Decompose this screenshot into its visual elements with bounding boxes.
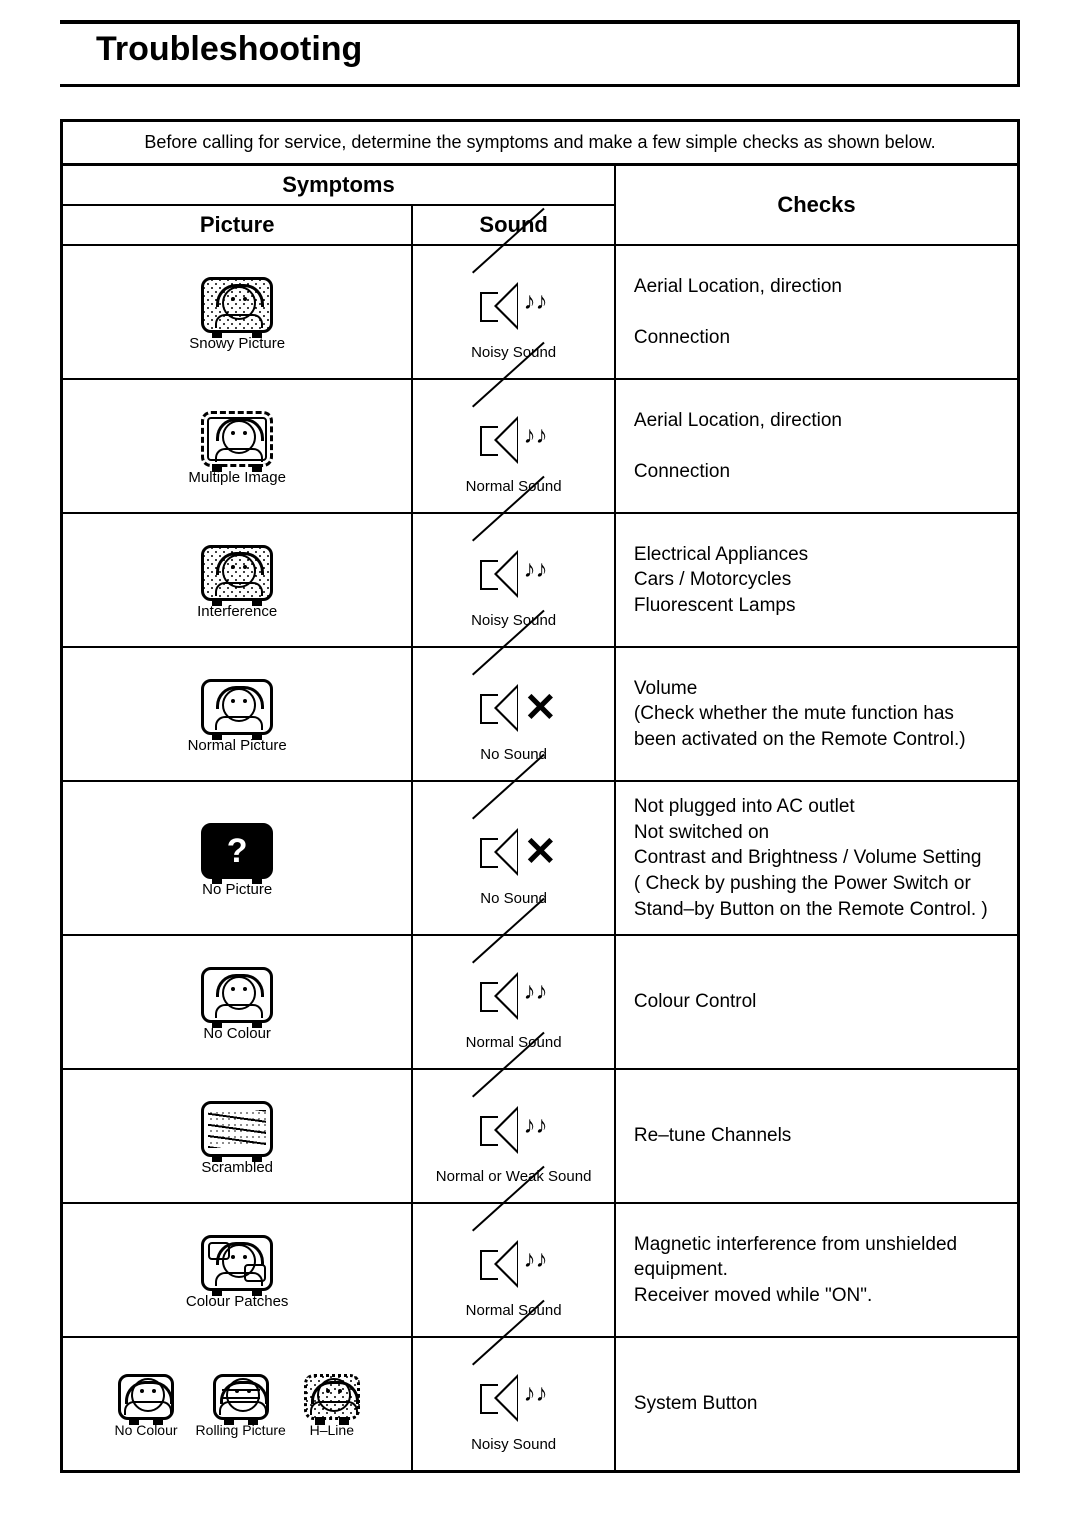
checks-cell: Magnetic interference from unshielded eq… — [615, 1203, 1019, 1337]
sound-cell: ✕ No Sound — [412, 647, 615, 781]
tv-icon — [201, 1235, 273, 1291]
sound-caption: Normal Sound — [417, 1034, 610, 1051]
speaker-icon: ✕ — [454, 670, 574, 744]
tv-icon — [201, 545, 273, 601]
checks-cell: Not plugged into AC outletNot switched o… — [615, 781, 1019, 935]
sound-caption: Normal Sound — [417, 1302, 610, 1319]
page-title: Troubleshooting — [96, 30, 1017, 69]
sound-cell: ♪♪ Normal or Weak Sound — [412, 1069, 615, 1203]
title-box: Troubleshooting — [60, 20, 1020, 87]
mini-picture: Rolling Picture — [196, 1374, 286, 1438]
table-row: Multiple Image ♪♪ Normal SoundAerial Loc… — [62, 379, 1019, 513]
checks-cell: System Button — [615, 1337, 1019, 1472]
checks-cell: Aerial Location, directionConnection — [615, 245, 1019, 379]
table-row: Colour Patches ♪♪ Normal SoundMagnetic i… — [62, 1203, 1019, 1337]
table-row: Normal Picture ✕ No SoundVolume(Check wh… — [62, 647, 1019, 781]
picture-cell: Multiple Image — [62, 379, 413, 513]
picture-caption: H–Line — [304, 1422, 360, 1438]
picture-cell: Interference — [62, 513, 413, 647]
sound-caption: Noisy Sound — [417, 344, 610, 361]
picture-caption: No Picture — [67, 881, 407, 898]
table-row: Scrambled ♪♪ Normal or Weak SoundRe–tune… — [62, 1069, 1019, 1203]
sound-cell: ♪♪ Noisy Sound — [412, 245, 615, 379]
music-notes-icon: ♪♪ — [524, 980, 548, 1004]
table-row: No Colour Rolling Picture — [62, 1337, 1019, 1472]
tv-icon: ? — [201, 823, 273, 879]
sound-cell: ♪♪ Noisy Sound — [412, 513, 615, 647]
picture-caption: No Colour — [115, 1422, 178, 1438]
checks-cell: Electrical AppliancesCars / MotorcyclesF… — [615, 513, 1019, 647]
music-notes-icon: ♪♪ — [524, 290, 548, 314]
table-row: Interference ♪♪ Noisy SoundElectrical Ap… — [62, 513, 1019, 647]
tv-icon — [201, 1101, 273, 1157]
tv-icon — [201, 679, 273, 735]
picture-cell: Snowy Picture — [62, 245, 413, 379]
speaker-icon: ✕ — [454, 814, 574, 888]
header-checks: Checks — [615, 165, 1019, 246]
speaker-icon: ♪♪ — [454, 1360, 574, 1434]
checks-cell: Re–tune Channels — [615, 1069, 1019, 1203]
picture-cell: Normal Picture — [62, 647, 413, 781]
troubleshooting-table: Symptoms Checks Picture Sound Snowy Pict… — [60, 163, 1020, 1473]
tv-icon — [213, 1374, 269, 1420]
checks-cell: Volume(Check whether the mute function h… — [615, 647, 1019, 781]
music-notes-icon: ♪♪ — [524, 558, 548, 582]
mute-icon: ✕ — [524, 688, 558, 728]
speaker-icon: ♪♪ — [454, 268, 574, 342]
mini-picture: H–Line — [304, 1374, 360, 1438]
picture-caption: Scrambled — [67, 1159, 407, 1176]
picture-cell: ? No Picture — [62, 781, 413, 935]
mute-icon: ✕ — [524, 832, 558, 872]
music-notes-icon: ♪♪ — [524, 424, 548, 448]
sound-caption: Noisy Sound — [417, 1436, 610, 1453]
tv-icon — [118, 1374, 174, 1420]
table-row: ?No Picture ✕ No SoundNot plugged into A… — [62, 781, 1019, 935]
speaker-icon: ♪♪ — [454, 1226, 574, 1300]
tv-icon — [304, 1374, 360, 1420]
music-notes-icon: ♪♪ — [524, 1114, 548, 1138]
picture-cell: Scrambled — [62, 1069, 413, 1203]
sound-cell: ♪♪ Normal Sound — [412, 1203, 615, 1337]
tv-icon — [201, 967, 273, 1023]
header-symptoms: Symptoms — [62, 165, 615, 206]
sound-cell: ✕ No Sound — [412, 781, 615, 935]
table-row: No Colour ♪♪ Normal SoundColour Control — [62, 935, 1019, 1069]
speaker-icon: ♪♪ — [454, 402, 574, 476]
speaker-icon: ♪♪ — [454, 958, 574, 1032]
sound-caption: Normal or Weak Sound — [417, 1168, 610, 1185]
music-notes-icon: ♪♪ — [524, 1248, 548, 1272]
sound-caption: Normal Sound — [417, 478, 610, 495]
picture-cell: No Colour Rolling Picture — [62, 1337, 413, 1472]
speaker-icon: ♪♪ — [454, 1092, 574, 1166]
picture-caption: Snowy Picture — [67, 335, 407, 352]
picture-caption: Colour Patches — [67, 1293, 407, 1310]
sound-cell: ♪♪ Noisy Sound — [412, 1337, 615, 1472]
sound-cell: ♪♪ Normal Sound — [412, 935, 615, 1069]
page: Troubleshooting Before calling for servi… — [0, 0, 1080, 1513]
picture-cell: No Colour — [62, 935, 413, 1069]
header-sound: Sound — [412, 205, 615, 245]
picture-caption: Interference — [67, 603, 407, 620]
sound-caption: No Sound — [417, 746, 610, 763]
picture-caption: Rolling Picture — [196, 1422, 286, 1438]
table-body: Snowy Picture ♪♪ Noisy SoundAerial Locat… — [62, 245, 1019, 1472]
picture-caption: No Colour — [67, 1025, 407, 1042]
sound-caption: No Sound — [417, 890, 610, 907]
tv-icon — [201, 411, 273, 467]
music-notes-icon: ♪♪ — [524, 1382, 548, 1406]
picture-caption: Normal Picture — [67, 737, 407, 754]
header-picture: Picture — [62, 205, 413, 245]
picture-cell: Colour Patches — [62, 1203, 413, 1337]
checks-cell: Aerial Location, directionConnection — [615, 379, 1019, 513]
table-head: Symptoms Checks Picture Sound — [62, 165, 1019, 246]
checks-cell: Colour Control — [615, 935, 1019, 1069]
mini-picture: No Colour — [115, 1374, 178, 1438]
table-row: Snowy Picture ♪♪ Noisy SoundAerial Locat… — [62, 245, 1019, 379]
sound-cell: ♪♪ Normal Sound — [412, 379, 615, 513]
intro-text: Before calling for service, determine th… — [60, 119, 1020, 163]
tv-icon — [201, 277, 273, 333]
sound-caption: Noisy Sound — [417, 612, 610, 629]
picture-caption: Multiple Image — [67, 469, 407, 486]
speaker-icon: ♪♪ — [454, 536, 574, 610]
